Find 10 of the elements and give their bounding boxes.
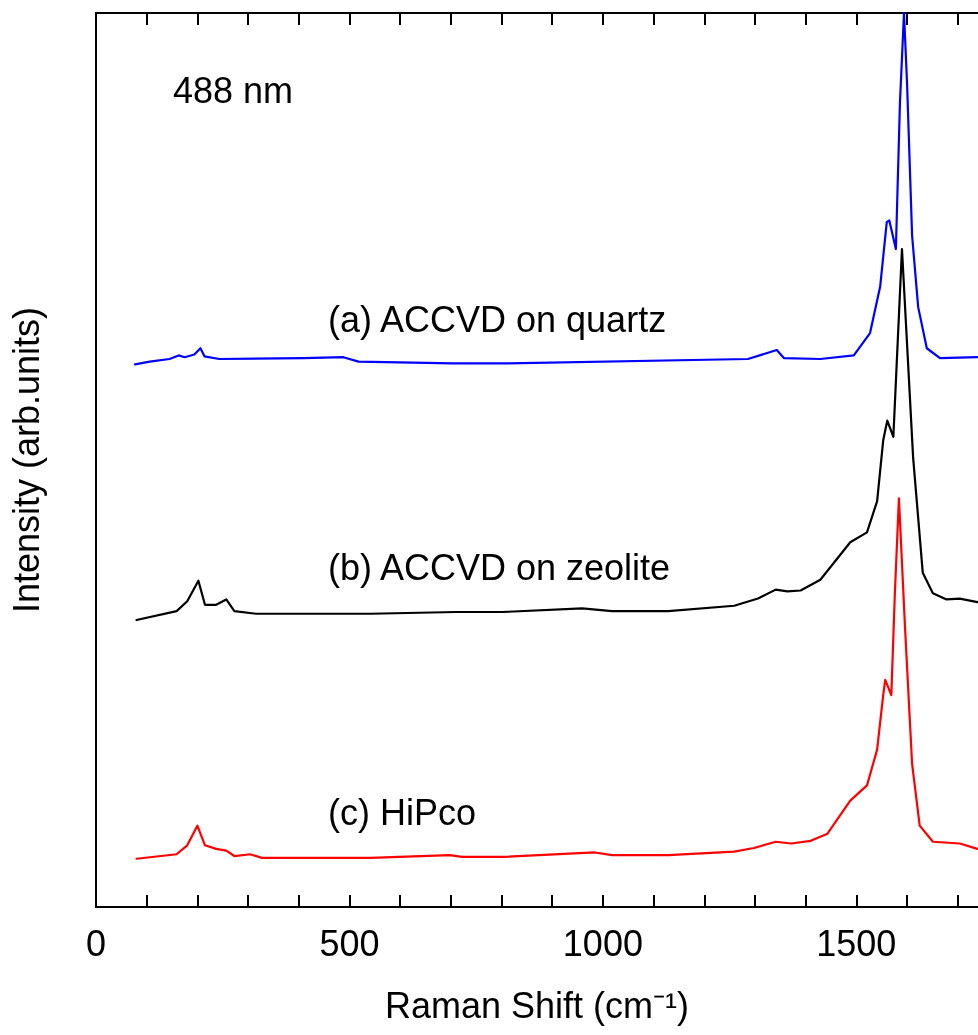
series-label: (c) HiPco [328,792,477,834]
y-axis-title: Intensity (arb.units) [5,306,47,614]
series-label: (a) ACCVD on quartz [328,298,667,340]
x-axis-title: Raman Shift (cm⁻¹) [384,984,690,1026]
series-label: (b) ACCVD on zeolite [328,547,671,589]
x-tick-label: 1500 [816,922,897,964]
x-tick-label: 0 [85,922,107,964]
x-tick-label: 1000 [562,922,643,964]
annotation: 488 nm [173,69,294,111]
x-tick-label: 500 [319,922,380,964]
